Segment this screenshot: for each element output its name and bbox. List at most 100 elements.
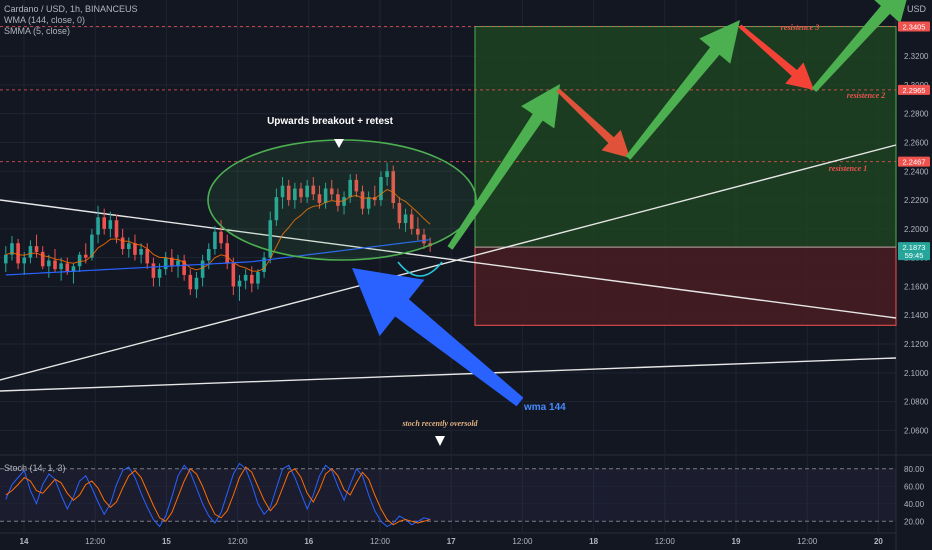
price-tick-label: 2.2000 [904, 225, 929, 234]
price-tag-bg [898, 84, 930, 95]
candle-body [96, 217, 100, 235]
wma-label: wma 144 [523, 402, 566, 413]
red-arrow-down-2 [738, 24, 814, 90]
stoch-down-arrow [435, 436, 445, 446]
breakout-ellipse [207, 139, 477, 261]
candle-body [213, 231, 217, 249]
price-tick-label: 2.0600 [904, 426, 929, 435]
green-arrow-up-2 [625, 20, 740, 160]
breakout-down-arrow [334, 139, 344, 148]
time-tick-label: 12:00 [228, 537, 249, 546]
candle-body [163, 257, 168, 270]
price-tag-bg [898, 21, 930, 32]
candle-body [182, 260, 186, 275]
candle-body [397, 202, 402, 224]
stoch-annotation: stoch recently oversold [401, 419, 478, 428]
ascending-trendline [0, 144, 897, 381]
time-tick-label: 12:00 [370, 537, 391, 546]
candle-body [409, 214, 414, 229]
time-tick-label: 15 [162, 537, 171, 546]
candle-body [391, 171, 396, 203]
candle-body [145, 248, 150, 264]
axes-group: 2.34002.32002.30002.28002.26002.24002.22… [20, 21, 930, 546]
candle-body [157, 269, 162, 278]
candle-body [225, 243, 229, 264]
candle-body [342, 197, 346, 206]
candle-body [323, 188, 328, 203]
candle-body [243, 274, 248, 281]
stochastic-pane [0, 462, 896, 528]
price-tick-label: 2.2800 [904, 110, 929, 119]
candle-body [200, 260, 205, 278]
price-tag-bg [898, 242, 930, 261]
candle-body [194, 277, 199, 290]
price-tick-label: 2.2200 [904, 196, 929, 205]
candle-body [348, 179, 352, 198]
candle-body [219, 231, 223, 244]
candle-body [16, 243, 20, 264]
descending-trendline [0, 199, 897, 319]
candle-body [385, 171, 389, 178]
stop-zone [474, 246, 897, 326]
time-tick-label: 17 [447, 537, 456, 546]
candle-body [170, 257, 174, 267]
candle-body [354, 179, 359, 192]
price-tick-label: 2.1600 [904, 282, 929, 291]
candle-body [102, 217, 106, 229]
candle-body [336, 194, 340, 206]
breakout-label: Upwards breakout + retest [267, 116, 394, 127]
price-tag-label: 2.3405 [903, 23, 926, 32]
price-tick-label: 2.1400 [904, 311, 929, 320]
price-tag-label: 2.1873 [903, 243, 926, 252]
candle-body [422, 234, 426, 244]
candle-body [151, 263, 156, 278]
resistance-2-label: resistence 2 [847, 91, 885, 100]
candle-body [379, 177, 383, 201]
candle-body [305, 185, 309, 198]
stoch-d-line [5, 466, 431, 526]
candle-body [262, 257, 266, 273]
price-tick-label: 2.2600 [904, 138, 929, 147]
time-tick-label: 12:00 [797, 537, 818, 546]
candle-body [206, 248, 211, 261]
resistance-3-label: resistence 3 [781, 23, 819, 32]
smma-line [5, 188, 431, 272]
candle-body [47, 260, 51, 267]
stoch-tick-label: 40.00 [904, 500, 925, 509]
candle-body [299, 188, 303, 198]
candle-body [231, 263, 236, 287]
candle-body [10, 243, 14, 255]
candle-body [40, 251, 45, 267]
green-arrow-up-1 [447, 84, 560, 250]
candle-body [250, 274, 254, 284]
candle-body [286, 185, 291, 201]
candle-body [65, 263, 70, 273]
candle-body [71, 266, 76, 273]
price-tick-label: 2.2400 [904, 167, 929, 176]
candle-body [59, 263, 63, 270]
candle-body [274, 197, 279, 221]
candle-body [256, 272, 260, 284]
candle-body [120, 237, 125, 249]
candle-body [83, 254, 88, 258]
candle-body [280, 185, 285, 198]
price-tick-label: 2.1200 [904, 340, 929, 349]
risk-reward-zones [0, 26, 897, 326]
candle-body [34, 246, 39, 252]
price-tag-bg [898, 156, 930, 167]
candle-body [114, 220, 119, 238]
price-tag-label: 2.2965 [903, 86, 926, 95]
candle-body [176, 260, 180, 267]
green-arrow-up-3 [811, 0, 907, 92]
candle-body [139, 248, 143, 255]
candle-body [366, 197, 371, 209]
target-zone [474, 26, 897, 248]
stoch-tick-label: 80.00 [904, 465, 925, 474]
candle-body [77, 254, 82, 267]
time-tick-label: 19 [732, 537, 741, 546]
time-tick-label: 18 [589, 537, 598, 546]
red-arrow-down-1 [556, 88, 630, 158]
support-trendline [0, 357, 897, 392]
time-tick-label: 12:00 [655, 537, 676, 546]
